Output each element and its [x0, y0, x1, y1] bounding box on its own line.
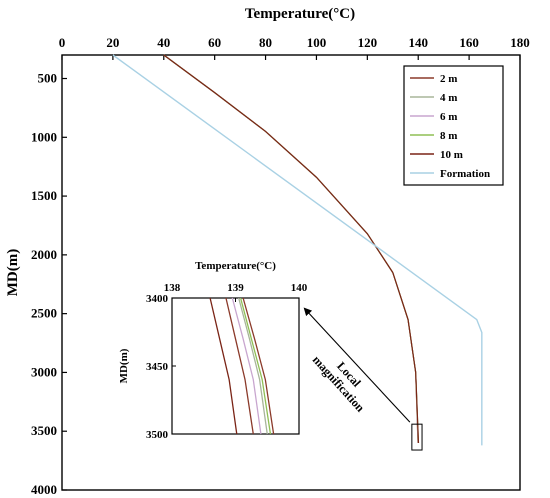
legend-label-0: 2 m	[440, 73, 457, 85]
x-tick-label: 160	[459, 35, 479, 50]
inset-y-tick-label: 3450	[146, 361, 169, 373]
inset-x-tick-label: 139	[227, 282, 244, 294]
x-tick-label: 120	[358, 35, 378, 50]
inset-y-axis-title: MD(m)	[118, 348, 130, 383]
inset-series-line-2	[231, 297, 262, 435]
inset-series-line-5	[242, 297, 275, 435]
inset-frame	[171, 297, 300, 435]
inset-y-tick-label: 3400	[146, 293, 169, 305]
x-tick-label: 100	[307, 35, 327, 50]
legend-box	[403, 65, 504, 186]
y-tick-label: 4000	[31, 482, 57, 497]
series-line-4	[163, 54, 420, 443]
x-tick-label: 0	[59, 35, 66, 50]
magnification-annotation: Localmagnification	[310, 343, 378, 414]
magnification-arrow	[303, 307, 411, 423]
y-axis-title: MD(m)	[5, 249, 21, 296]
x-tick-label: 140	[408, 35, 428, 50]
zoom-region-box	[411, 423, 423, 451]
y-tick-label: 2500	[31, 306, 57, 321]
legend-label-5: Formation	[440, 168, 490, 180]
series-line-5	[112, 54, 483, 446]
x-tick-label: 80	[259, 35, 272, 50]
y-tick-label: 3000	[31, 364, 57, 379]
plot-frame	[61, 54, 521, 491]
y-tick-label: 1000	[31, 129, 57, 144]
x-tick-label: 40	[157, 35, 170, 50]
y-tick-label: 1500	[31, 188, 57, 203]
legend-label-3: 8 m	[440, 130, 457, 142]
inset-x-tick-label: 140	[291, 282, 308, 294]
legend-label-1: 4 m	[440, 92, 457, 104]
inset-x-axis-title: Temperature(°C)	[195, 260, 276, 272]
y-tick-label: 3500	[31, 423, 57, 438]
legend-label-2: 6 m	[440, 111, 457, 123]
y-tick-label: 2000	[31, 247, 57, 262]
inset-y-tick-label: 3500	[146, 429, 169, 441]
x-tick-label: 60	[208, 35, 221, 50]
x-tick-label: 20	[106, 35, 119, 50]
inset-series-line-0	[225, 297, 254, 435]
inset-series-line-1	[209, 297, 238, 435]
y-tick-label: 500	[38, 71, 58, 86]
x-tick-label: 180	[510, 35, 530, 50]
inset-x-tick-label: 138	[164, 282, 181, 294]
inset-series-line-3	[238, 297, 268, 435]
legend-label-4: 10 m	[440, 149, 463, 161]
inset-series-line-4	[239, 297, 272, 435]
x-axis-title: Temperature(°C)	[245, 6, 355, 22]
